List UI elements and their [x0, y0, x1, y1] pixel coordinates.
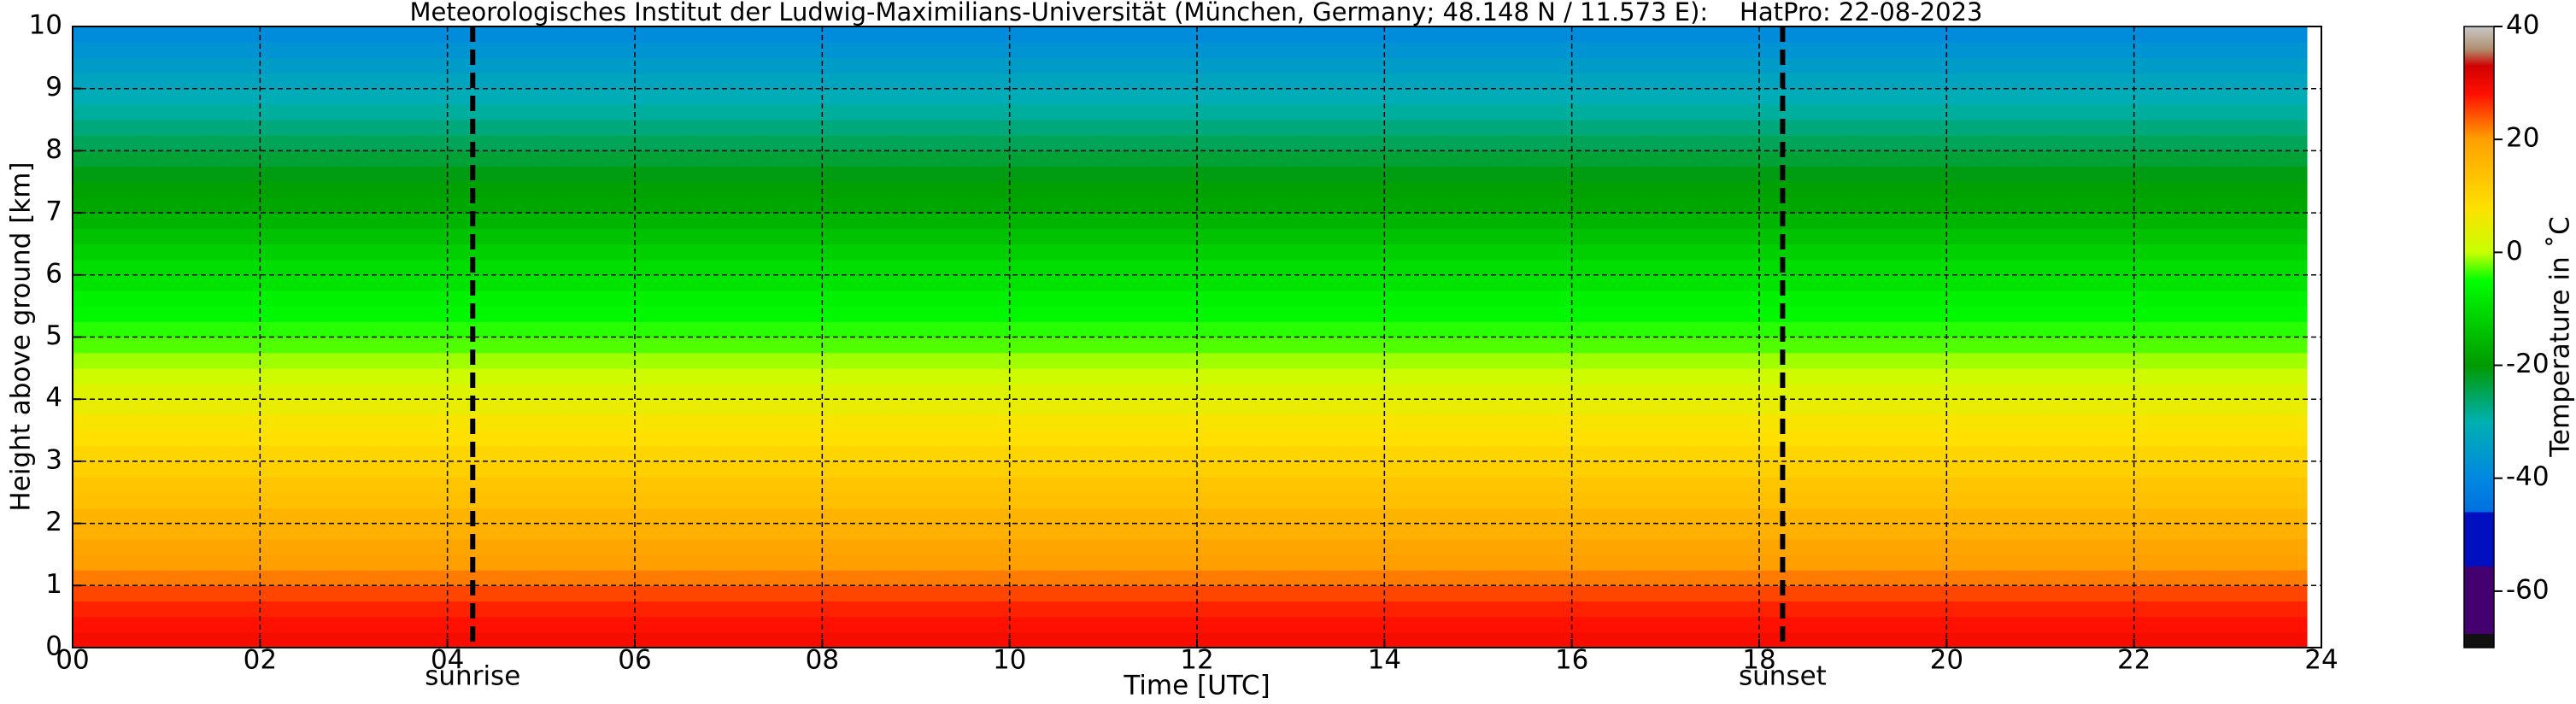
- heatmap-cell: [73, 103, 2308, 120]
- x-tick-label: 14: [1368, 645, 1401, 676]
- y-tick-label: 9: [45, 72, 62, 103]
- heatmap-cell: [73, 601, 2308, 618]
- heatmap-cell: [73, 57, 2308, 74]
- x-tick-label: 06: [618, 645, 651, 676]
- x-tick-label: 10: [993, 645, 1026, 676]
- heatmap-cell: [73, 414, 2308, 431]
- heatmap-cell: [73, 213, 2308, 229]
- heatmap-cell: [73, 259, 2308, 276]
- heatmap-cell: [73, 321, 2308, 338]
- colorbar: [2463, 26, 2495, 648]
- x-tick-label: 12: [1180, 645, 1213, 676]
- y-tick-label: 4: [45, 383, 62, 414]
- y-tick-label: 0: [45, 631, 62, 662]
- heatmap-cell: [73, 306, 2308, 322]
- heatmap-cell: [73, 243, 2308, 261]
- heatmap-cell: [73, 492, 2308, 509]
- heatmap-cell: [73, 228, 2308, 245]
- heatmap-cell: [73, 554, 2308, 571]
- heatmap-cell: [73, 352, 2308, 369]
- heatmap-cell: [73, 42, 2308, 58]
- chart-title: Meteorologisches Institut der Ludwig-Max…: [409, 0, 1982, 26]
- annotation-label: sunrise: [425, 661, 520, 692]
- y-tick-label: 1: [45, 569, 62, 600]
- x-axis-label: Time [UTC]: [1123, 671, 1270, 701]
- heatmap-cell: [73, 570, 2308, 586]
- y-tick-label: 3: [45, 444, 62, 475]
- x-tick-label: 24: [2304, 645, 2338, 676]
- heatmap-cell: [73, 337, 2308, 354]
- x-tick-label: 22: [2117, 645, 2151, 676]
- annotation-label: sunset: [1739, 661, 1827, 692]
- y-tick-label: 8: [45, 134, 62, 165]
- heatmap-cell: [73, 477, 2308, 493]
- colorbar-tick-label: -40: [2506, 461, 2550, 492]
- heatmap-cell: [73, 585, 2308, 602]
- heatmap-cell: [73, 73, 2308, 90]
- heatmap-cell: [73, 150, 2308, 167]
- colorbar-tick-label: -20: [2506, 349, 2550, 379]
- heatmap-cell: [73, 88, 2308, 105]
- heatmap-cell: [73, 135, 2308, 151]
- x-tick-label: 04: [431, 645, 464, 676]
- heatmap-cell: [73, 523, 2308, 540]
- heatmap-cell: [73, 384, 2308, 400]
- colorbar-label: Temperature in ˚C: [2545, 216, 2576, 457]
- colorbar-tick-label: 40: [2506, 10, 2539, 41]
- heatmap-cell: [73, 274, 2308, 291]
- heatmap-cell: [73, 461, 2308, 478]
- heatmap-cell: [73, 26, 2308, 43]
- x-tick-label: 08: [806, 645, 839, 676]
- heatmap-cell: [73, 507, 2308, 525]
- heatmap-cell: [73, 538, 2308, 555]
- heatmap-cell: [73, 197, 2308, 214]
- y-tick-label: 5: [45, 320, 62, 351]
- heatmap-cell: [73, 181, 2308, 198]
- heatmap-cell: [73, 631, 2308, 648]
- heatmap-cell: [73, 616, 2308, 633]
- x-tick-label: 00: [56, 645, 89, 676]
- heatmap-cell: [73, 430, 2308, 447]
- colorbar-tick-label: -60: [2506, 574, 2550, 605]
- y-tick-label: 10: [29, 10, 62, 41]
- heatmap-cell: [73, 367, 2308, 384]
- x-tick-label: 18: [1742, 645, 1775, 676]
- x-tick-label: 16: [1555, 645, 1588, 676]
- heatmap-cell: [73, 399, 2308, 415]
- heatmap-cell: [73, 120, 2308, 136]
- x-tick-label: 02: [244, 645, 277, 676]
- y-axis-label: Height above ground [km]: [6, 161, 37, 511]
- x-tick-label: 20: [1930, 645, 1963, 676]
- y-tick-label: 2: [45, 507, 62, 537]
- colorbar-tick-label: 0: [2506, 236, 2523, 267]
- heatmap-cell: [73, 166, 2308, 183]
- heatmap-cell: [73, 445, 2308, 462]
- y-tick-label: 6: [45, 258, 62, 289]
- heatmap-cell: [73, 290, 2308, 307]
- colorbar-tick-label: 20: [2506, 123, 2539, 154]
- y-tick-label: 7: [45, 197, 62, 227]
